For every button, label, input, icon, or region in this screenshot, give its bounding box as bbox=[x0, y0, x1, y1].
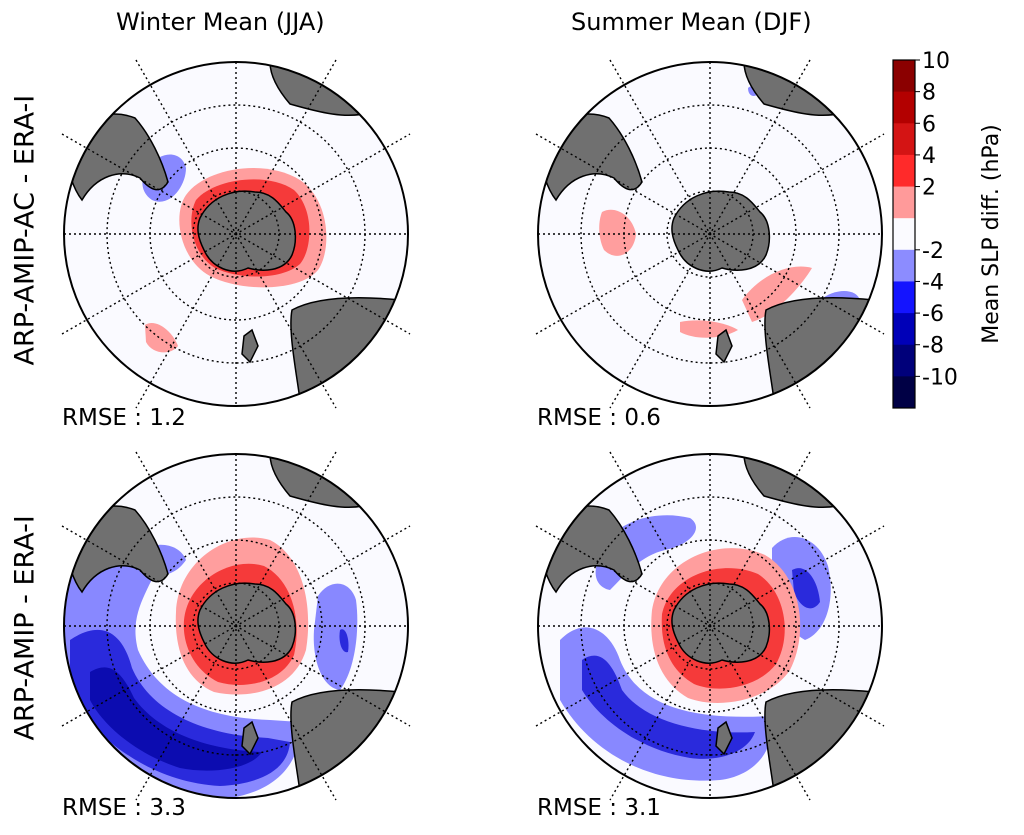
colorbar-swatch bbox=[893, 186, 915, 219]
rmse-label-winter-ac: RMSE : 1.2 bbox=[62, 405, 186, 431]
graticule bbox=[61, 59, 411, 409]
colorbar-tick-label: -4 bbox=[922, 270, 944, 295]
colorbar-frame bbox=[892, 59, 916, 409]
colorbar-tick-label: 4 bbox=[922, 144, 936, 169]
colorbar-tick-label: -10 bbox=[922, 365, 958, 390]
antarctica bbox=[671, 190, 771, 272]
map-boundary bbox=[537, 61, 883, 407]
colorbar-swatch bbox=[893, 154, 915, 188]
colorbar-tick-label: -6 bbox=[922, 302, 944, 327]
positive-anomaly-region bbox=[742, 266, 812, 322]
colorbar-tick-label: 8 bbox=[922, 81, 936, 106]
colorbar-swatch bbox=[893, 376, 915, 409]
map-panel-winter-ac bbox=[61, 59, 411, 409]
graticule bbox=[535, 59, 885, 409]
colorbar-tick-label: -8 bbox=[922, 334, 944, 359]
colorbar-swatch bbox=[893, 249, 915, 282]
colorbar-swatch bbox=[893, 281, 915, 314]
map-boundary bbox=[63, 61, 409, 407]
new-zealand bbox=[241, 720, 259, 756]
positive-anomaly-region bbox=[599, 209, 636, 256]
graticule bbox=[61, 451, 411, 801]
colorbar-swatch bbox=[893, 344, 915, 377]
colorbar-swatch bbox=[893, 218, 915, 251]
antarctica bbox=[197, 190, 297, 272]
column-title-winter: Winter Mean (JJA) bbox=[116, 8, 325, 36]
map-panel-summer-amip bbox=[535, 451, 885, 801]
new-zealand bbox=[715, 720, 733, 756]
negative-anomaly-region bbox=[90, 667, 262, 771]
land-mass bbox=[64, 454, 408, 793]
colorbar-tick-label: -2 bbox=[922, 239, 944, 264]
colorbar-tick-label: 10 bbox=[922, 49, 950, 74]
negative-anomaly-region bbox=[313, 583, 358, 690]
antarctica bbox=[671, 582, 771, 664]
column-title-summer: Summer Mean (DJF) bbox=[571, 8, 812, 36]
rmse-label-summer-ac: RMSE : 0.6 bbox=[537, 405, 661, 431]
colorbar-tick-label: 6 bbox=[922, 112, 936, 137]
colorbar-label: Mean SLP diff. (hPa) bbox=[979, 124, 1004, 344]
australia bbox=[290, 688, 408, 793]
graticule bbox=[535, 451, 885, 801]
colorbar-tick-label: 2 bbox=[922, 176, 936, 201]
colorbar-swatch bbox=[893, 60, 915, 93]
rmse-label-summer-amip: RMSE : 3.1 bbox=[537, 795, 661, 821]
colorbar-swatch bbox=[893, 91, 915, 124]
negative-anomaly-region bbox=[70, 629, 290, 786]
new-zealand bbox=[715, 328, 733, 364]
rmse-label-winter-amip: RMSE : 3.3 bbox=[62, 795, 186, 821]
map-boundary bbox=[537, 453, 883, 799]
antarctica bbox=[197, 582, 297, 664]
australia bbox=[764, 688, 882, 793]
negative-anomaly-region bbox=[792, 568, 820, 609]
map-panel-winter-amip bbox=[61, 451, 411, 801]
australia bbox=[764, 296, 882, 401]
new-zealand bbox=[241, 328, 259, 364]
negative-anomaly-region bbox=[339, 629, 349, 653]
negative-anomaly-region bbox=[582, 655, 755, 759]
colorbar: 10 8 6 4 2 -2 -4 -6 -8 -10 Mean SLP diff. (hPa) bbox=[892, 49, 1004, 409]
map-boundary bbox=[63, 453, 409, 799]
map-panel-summer-ac bbox=[535, 59, 885, 409]
colorbar-swatch bbox=[893, 313, 915, 346]
colorbar-swatch bbox=[893, 123, 915, 156]
australia bbox=[290, 296, 408, 401]
